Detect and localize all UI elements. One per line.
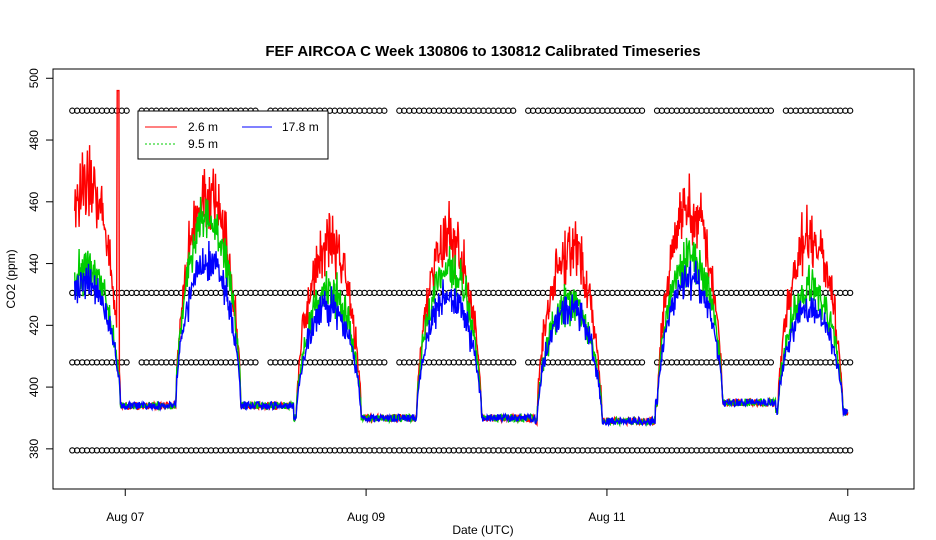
legend-label-17-8m: 17.8 m [282, 120, 319, 134]
series-line-9-5-m [74, 196, 849, 428]
series-lines [74, 89, 849, 428]
y-tick-label-380: 380 [27, 439, 41, 459]
ref-circle [767, 107, 775, 114]
legend-label-2-6m: 2.6 m [188, 120, 218, 134]
ref-circle [252, 359, 259, 366]
ref-circle [847, 107, 854, 114]
x-axis-label: Date (UTC) [452, 523, 513, 537]
y-tick-label-460: 460 [27, 191, 41, 211]
plot-frame [52, 68, 915, 490]
y-tick-label-420: 420 [27, 315, 41, 335]
chart-title: FEF AIRCOA C Week 130806 to 130812 Calib… [265, 43, 700, 60]
legend-label-9-5m: 9.5 m [188, 137, 218, 151]
x-tick-label-3: Aug 13 [829, 510, 867, 524]
ref-circle [767, 359, 775, 366]
x-tick-label-2: Aug 11 [588, 510, 625, 524]
ref-circle [123, 359, 130, 366]
x-tick-label-1: Aug 09 [347, 510, 385, 524]
ref-circle [510, 107, 517, 114]
ref-circle [381, 359, 388, 366]
y-axis-label: CO2 (ppm) [4, 249, 18, 308]
y-tick-label-400: 400 [27, 377, 41, 397]
ref-circle [123, 107, 130, 114]
y-tick-label-500: 500 [27, 68, 41, 88]
x-axis: Aug 07 Aug 09 Aug 11 Aug 13 [106, 489, 867, 524]
ref-circle [638, 107, 646, 114]
y-tick-label-480: 480 [27, 130, 41, 150]
ref-circle [847, 289, 854, 297]
ref-circle [381, 107, 388, 114]
legend: 2.6 m 9.5 m 17.8 m [137, 110, 329, 160]
ref-circle [510, 359, 517, 366]
series-line-17-8-m [74, 240, 849, 428]
ref-circle [847, 447, 854, 454]
ref-circle [638, 359, 646, 366]
x-tick-label-0: Aug 07 [106, 510, 144, 524]
y-tick-label-440: 440 [27, 253, 41, 273]
ref-circle [847, 359, 854, 366]
legend-box [137, 110, 329, 160]
y-axis: 380 400 420 440 460 480 500 [27, 68, 53, 459]
